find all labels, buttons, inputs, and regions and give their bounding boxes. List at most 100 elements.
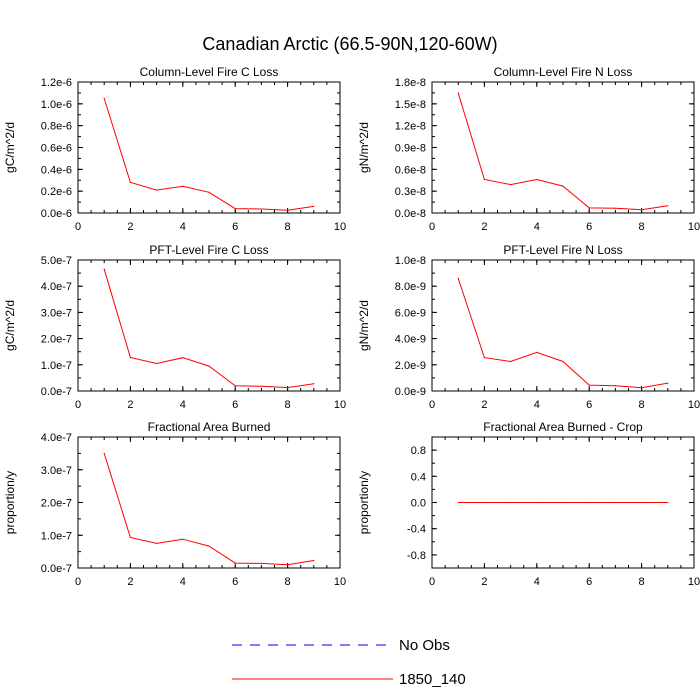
x-tick-label: 8 [285, 221, 291, 233]
y-tick-label: 1.0e-8 [395, 255, 426, 267]
series-line-1 [103, 98, 314, 211]
data-point [287, 209, 289, 211]
data-point [208, 191, 210, 193]
y-tick-label: 0.0e-7 [41, 563, 72, 575]
x-tick-label: 10 [688, 221, 700, 233]
y-tick-label: 1.0e-6 [41, 99, 72, 111]
x-tick-label: 2 [127, 221, 133, 233]
plot-frame [77, 81, 341, 214]
data-point [156, 362, 158, 365]
data-point [260, 208, 262, 210]
y-tick-label: 0.2e-6 [41, 186, 72, 198]
chart-panels: Column-Level Fire C Loss 0 2 4 6 8 10 0.0e-6 0.2… [3, 65, 700, 588]
panel-title: PFT-Level Fire C Loss [149, 243, 268, 257]
data-point [234, 208, 236, 210]
y-tick-label: 0.0e-7 [41, 386, 72, 398]
data-point [588, 384, 590, 386]
x-tick-label: 2 [127, 399, 133, 411]
x-tick-label: 0 [429, 399, 435, 411]
panel-title: Fractional Area Burned - Crop [483, 420, 643, 434]
data-point [313, 383, 315, 385]
y-tick-label: 3.0e-7 [41, 465, 72, 477]
data-point [129, 181, 131, 184]
panel-title: PFT-Level Fire N Loss [503, 243, 622, 257]
data-point [457, 501, 459, 504]
data-point [103, 452, 105, 454]
y-tick-label: 1.8e-8 [395, 77, 426, 89]
x-tick-label: 4 [180, 221, 186, 233]
x-tick-label: 6 [586, 221, 592, 233]
chart-panel-3: PFT-Level Fire C Loss 0 2 4 6 8 10 0.0e-7 1.0e-7… [3, 243, 346, 411]
x-tick-label: 6 [232, 221, 238, 233]
y-tick-label: 1.5e-8 [395, 99, 426, 111]
x-tick-label: 10 [334, 399, 346, 411]
x-tick-label: 8 [639, 221, 645, 233]
data-point [182, 357, 184, 359]
data-point [588, 501, 590, 504]
x-tick-label: 2 [481, 221, 487, 233]
data-point [614, 385, 617, 387]
x-tick-label: 6 [232, 399, 238, 411]
data-point [260, 562, 262, 565]
y-tick-label: 2.0e-9 [395, 360, 426, 372]
data-point [260, 385, 262, 387]
panel-title: Column-Level Fire C Loss [140, 65, 279, 79]
y-tick-label: 0.0e-6 [41, 208, 72, 220]
data-point [614, 501, 617, 504]
y-tick-label: 0.4 [411, 471, 426, 483]
x-tick-label: 4 [534, 576, 540, 588]
chart-panel-2: Column-Level Fire N Loss 0 2 4 6 8 10 0.0e-8 0.3… [357, 65, 700, 233]
data-point [103, 268, 105, 270]
data-point [614, 207, 617, 209]
data-point [510, 501, 512, 504]
data-point [667, 382, 669, 384]
data-point [562, 501, 564, 504]
y-tick-label: 6.0e-9 [395, 307, 426, 319]
x-tick-label: 4 [180, 576, 186, 588]
chart-panel-4: PFT-Level Fire N Loss 0 2 4 6 8 10 0.0e-9 2.0e-9… [357, 243, 700, 411]
x-tick-label: 0 [429, 221, 435, 233]
legend-label-1: No Obs [399, 637, 450, 654]
x-tick-label: 4 [534, 399, 540, 411]
series-line-1 [103, 269, 314, 389]
y-tick-label: 8.0e-9 [395, 281, 426, 293]
data-point [483, 501, 485, 504]
chart-panel-5: Fractional Area Burned 0 2 4 6 8 10 0.0e-7 1.0e-… [3, 420, 346, 588]
y-tick-label: 2.0e-7 [41, 498, 72, 510]
data-point [536, 178, 538, 181]
y-axis-label: gN/m^2/d [357, 300, 371, 351]
chart-panel-1: Column-Level Fire C Loss 0 2 4 6 8 10 0.0e-6 0.2… [3, 65, 346, 233]
y-tick-label: 0.6e-8 [395, 164, 426, 176]
data-point [667, 205, 669, 207]
y-tick-label: 0.6e-6 [41, 143, 72, 155]
data-point [510, 184, 512, 186]
data-point [234, 562, 236, 564]
data-point [641, 387, 643, 389]
x-tick-label: 10 [334, 221, 346, 233]
data-point [457, 92, 459, 94]
data-point [510, 360, 512, 363]
data-point [536, 351, 538, 353]
y-tick-label: 4.0e-9 [395, 334, 426, 346]
data-point [208, 545, 210, 547]
data-point [641, 501, 643, 504]
y-tick-label: 4.0e-7 [41, 281, 72, 293]
data-point [536, 501, 538, 504]
y-tick-label: 0.0e-9 [395, 386, 426, 398]
y-axis-label: proportion/y [3, 471, 17, 534]
y-axis-label: gC/m^2/d [3, 122, 17, 173]
x-tick-label: 0 [75, 399, 81, 411]
data-point [588, 207, 590, 209]
y-tick-label: 0.0e-8 [395, 208, 426, 220]
data-point [156, 189, 158, 191]
chart-panel-6: Fractional Area Burned - Crop 0 2 4 6 8 10 -0.8… [357, 420, 700, 588]
data-point [313, 205, 315, 208]
x-tick-label: 10 [334, 576, 346, 588]
x-tick-label: 0 [75, 576, 81, 588]
x-tick-label: 6 [586, 399, 592, 411]
data-point [287, 386, 289, 389]
y-tick-label: 0.0 [411, 498, 426, 510]
y-tick-label: 2.0e-7 [41, 334, 72, 346]
